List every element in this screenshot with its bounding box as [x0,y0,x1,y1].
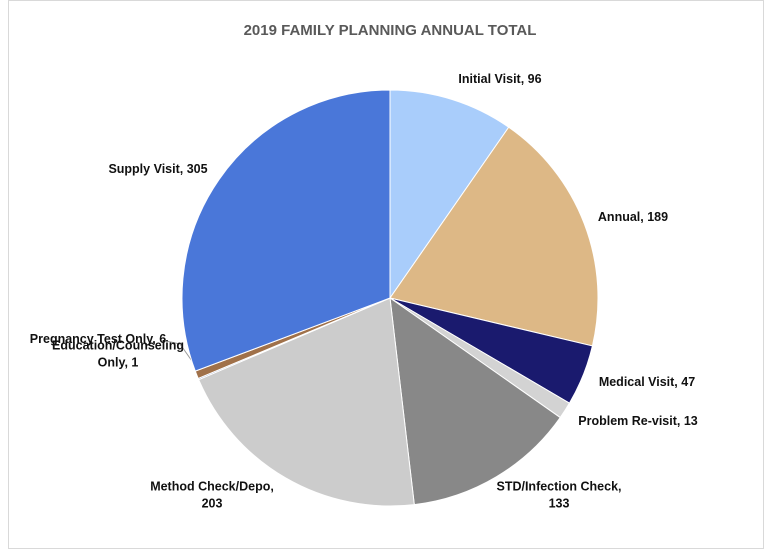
data-label-line: Education/Counseling [52,339,184,353]
pie-slice [389,89,510,300]
data-label-line: Medical Visit, 47 [599,375,695,389]
data-label-line: 203 [202,497,223,511]
chart-title: 2019 FAMILY PLANNING ANNUAL TOTAL [244,22,537,39]
data-label: Education/Counseling Only, 1 [52,339,184,370]
pie-slice [389,126,599,347]
data-label-line: Supply Visit, 305 [108,162,207,176]
data-label: Medical Visit, 47 [599,375,695,389]
data-label: Supply Visit, 305 [108,162,207,176]
pie-slice [389,296,561,506]
data-label-line: Problem Re-visit, 13 [578,414,698,428]
data-label: Problem Re-visit, 13 [578,414,698,428]
leader-line [165,340,181,345]
data-label: Annual, 189 [598,210,668,224]
data-label-line: Only, 1 [98,356,139,370]
data-label: Initial Visit, 96 [458,72,541,86]
data-label-line: STD/Infection Check, [496,480,621,494]
pie-slice [181,89,391,372]
pie-slice [198,297,415,507]
data-label-line: Method Check/Depo, [150,480,274,494]
data-label-line: 133 [549,497,570,511]
data-label: Method Check/Depo, 203 [150,480,274,511]
data-label: Pregnancy Test Only, 6 [30,332,166,346]
data-label-line: Initial Visit, 96 [458,72,541,86]
data-label-line: Pregnancy Test Only, 6 [30,332,166,346]
data-label-line: Annual, 189 [598,210,668,224]
data-label: STD/Infection Check, 133 [496,480,621,511]
